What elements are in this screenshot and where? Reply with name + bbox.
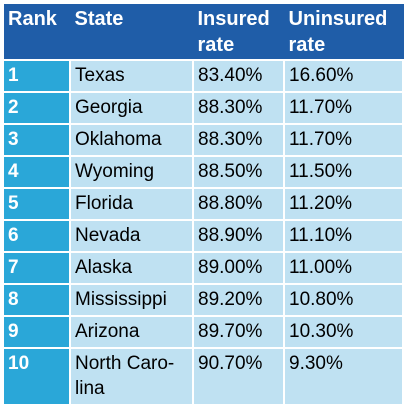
insured-rate-cell: 88.30% [193, 91, 285, 124]
state-cell: Alaska [70, 251, 194, 284]
uninsured-rate-cell: 10.30% [284, 315, 404, 348]
rank-cell: 8 [4, 283, 71, 316]
insured-rate-cell: 88.80% [193, 187, 285, 220]
rank-cell: 4 [4, 155, 71, 188]
state-cell: Oklahoma [70, 123, 194, 156]
header-state: State [70, 4, 194, 60]
uninsured-rate-cell: 11.50% [284, 155, 404, 188]
insured-rate-cell: 89.70% [193, 315, 285, 348]
rank-cell: 3 [4, 123, 71, 156]
state-cell: Wyoming [70, 155, 194, 188]
table-row: 7 Alaska 89.00% 11.00% [4, 251, 404, 284]
insurance-rate-table: Rank State Insured rate Uninsured rate 1… [4, 4, 404, 404]
rank-cell: 1 [4, 59, 71, 92]
insured-rate-cell: 88.50% [193, 155, 285, 188]
table-row: 5 Florida 88.80% 11.20% [4, 187, 404, 220]
insured-rate-cell: 88.30% [193, 123, 285, 156]
insured-rate-cell: 89.00% [193, 251, 285, 284]
state-cell: Florida [70, 187, 194, 220]
table-row: 4 Wyoming 88.50% 11.50% [4, 155, 404, 188]
rank-cell: 6 [4, 219, 71, 252]
insured-rate-cell: 90.70% [193, 347, 285, 404]
uninsured-rate-cell: 9.30% [284, 347, 404, 404]
rank-cell: 5 [4, 187, 71, 220]
insured-rate-cell: 83.40% [193, 59, 285, 92]
uninsured-rate-cell: 11.70% [284, 123, 404, 156]
header-rank: Rank [4, 4, 71, 60]
insurance-rate-table-container: Rank State Insured rate Uninsured rate 1… [4, 4, 404, 404]
uninsured-rate-cell: 16.60% [284, 59, 404, 92]
insured-rate-cell: 88.90% [193, 219, 285, 252]
state-cell: Mississippi [70, 283, 194, 316]
table-row: 2 Georgia 88.30% 11.70% [4, 91, 404, 124]
table-row: 10 North Caro-lina 90.70% 9.30% [4, 347, 404, 404]
uninsured-rate-cell: 11.20% [284, 187, 404, 220]
table-row: 3 Oklahoma 88.30% 11.70% [4, 123, 404, 156]
uninsured-rate-cell: 11.00% [284, 251, 404, 284]
state-cell: Arizona [70, 315, 194, 348]
rank-cell: 10 [4, 347, 71, 404]
uninsured-rate-cell: 10.80% [284, 283, 404, 316]
uninsured-rate-cell: 11.10% [284, 219, 404, 252]
rank-cell: 2 [4, 91, 71, 124]
uninsured-rate-cell: 11.70% [284, 91, 404, 124]
table-header: Rank State Insured rate Uninsured rate [4, 4, 404, 60]
table-row: 6 Nevada 88.90% 11.10% [4, 219, 404, 252]
table-row: 1 Texas 83.40% 16.60% [4, 59, 404, 92]
state-cell: Texas [70, 59, 194, 92]
state-cell: Nevada [70, 219, 194, 252]
state-cell: North Caro-lina [70, 347, 194, 404]
table-row: 9 Arizona 89.70% 10.30% [4, 315, 404, 348]
table-body: 1 Texas 83.40% 16.60% 2 Georgia 88.30% 1… [4, 59, 404, 404]
rank-cell: 7 [4, 251, 71, 284]
header-insured-rate: Insured rate [193, 4, 285, 60]
insured-rate-cell: 89.20% [193, 283, 285, 316]
rank-cell: 9 [4, 315, 71, 348]
state-cell: Georgia [70, 91, 194, 124]
header-row: Rank State Insured rate Uninsured rate [4, 4, 404, 60]
header-uninsured-rate: Uninsured rate [284, 4, 404, 60]
table-row: 8 Mississippi 89.20% 10.80% [4, 283, 404, 316]
